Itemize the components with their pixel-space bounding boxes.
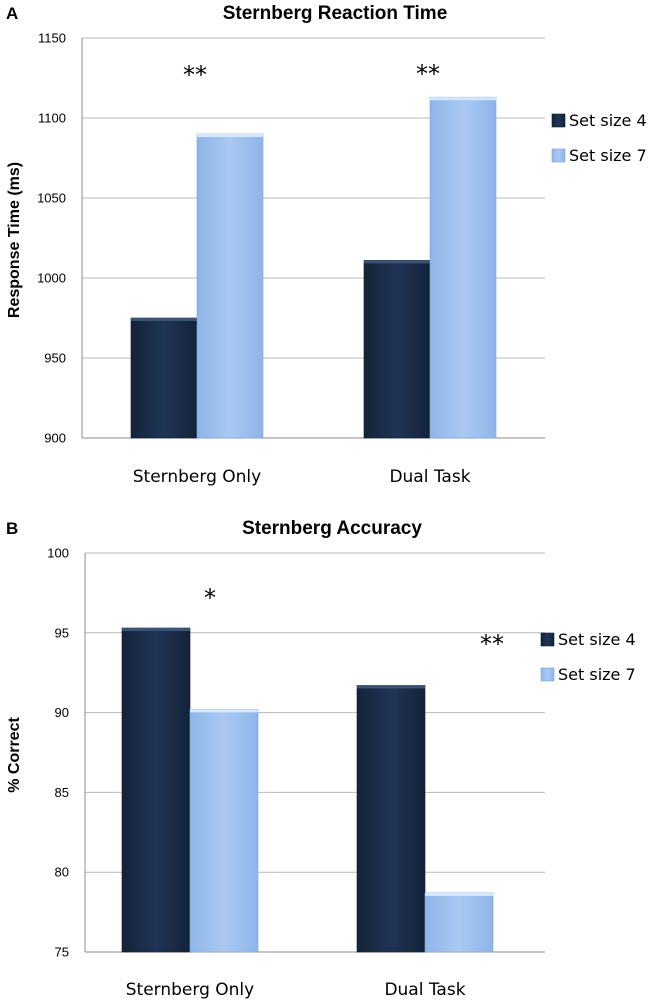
bar-set-size-7-sternberg-only bbox=[196, 133, 264, 439]
bar-set-size-4-dual-task bbox=[356, 685, 426, 953]
bar-top-bevel bbox=[425, 892, 493, 896]
chart-title: Sternberg Reaction Time bbox=[223, 3, 448, 24]
x-tick-label: Dual Task bbox=[389, 467, 470, 487]
bar-set-size-4-dual-task bbox=[363, 260, 431, 439]
y-axis-label: % Correct bbox=[6, 717, 23, 793]
y-tick-label: 75 bbox=[55, 945, 69, 960]
bar-top-bevel bbox=[197, 134, 263, 137]
bar-top-bevel bbox=[357, 685, 425, 689]
significance-marker: ** bbox=[183, 61, 207, 89]
legend-label: Set size 7 bbox=[569, 146, 647, 165]
legend-label: Set size 4 bbox=[569, 111, 647, 130]
legend-swatch bbox=[540, 667, 555, 682]
y-tick-label: 1100 bbox=[38, 111, 66, 126]
legend-swatch bbox=[540, 632, 555, 647]
chart-title: Sternberg Accuracy bbox=[242, 518, 422, 539]
bar-set-size-7-dual-task bbox=[429, 96, 497, 439]
bar-top-bevel bbox=[122, 628, 190, 632]
x-tick-label: Sternberg Only bbox=[126, 980, 254, 1000]
legend-swatch bbox=[551, 148, 566, 163]
significance-marker: * bbox=[204, 584, 216, 612]
reaction-time-chart: A Sternberg Reaction Time Response Time … bbox=[6, 3, 647, 487]
accuracy-chart: B Sternberg Accuracy % Correct 75 80 85 90 9… bbox=[6, 518, 636, 1000]
legend-label: Set size 7 bbox=[558, 665, 636, 684]
bar-set-size-4-sternberg-only bbox=[130, 317, 198, 439]
legend-label: Set size 4 bbox=[558, 630, 636, 649]
bar-top-bevel bbox=[430, 97, 496, 101]
y-tick-label: 1150 bbox=[38, 31, 66, 46]
panel-letter-a: A bbox=[6, 4, 18, 23]
x-tick-label: Sternberg Only bbox=[133, 467, 261, 487]
y-tick-label: 950 bbox=[44, 351, 66, 366]
y-tick-label: 1050 bbox=[37, 191, 66, 206]
legend-swatch bbox=[551, 113, 566, 128]
y-tick-label: 85 bbox=[55, 785, 69, 800]
bar-set-size-7-sternberg-only bbox=[189, 709, 259, 953]
y-axis-label: Response Time (ms) bbox=[6, 162, 23, 318]
y-tick-label: 1000 bbox=[37, 271, 66, 286]
bar-top-bevel bbox=[131, 318, 197, 321]
panel-letter-b: B bbox=[6, 519, 18, 538]
bar-set-size-7-dual-task bbox=[424, 892, 494, 953]
bar-top-bevel bbox=[364, 260, 430, 264]
y-tick-label: 900 bbox=[44, 431, 66, 446]
y-tick-label: 80 bbox=[55, 865, 69, 880]
bar-top-bevel bbox=[190, 709, 258, 713]
significance-marker: ** bbox=[416, 60, 440, 88]
y-tick-label: 100 bbox=[47, 546, 69, 561]
y-tick-label: 90 bbox=[55, 705, 69, 720]
y-tick-label: 95 bbox=[55, 625, 69, 640]
x-tick-label: Dual Task bbox=[384, 980, 465, 1000]
bar-set-size-4-sternberg-only bbox=[121, 627, 191, 953]
significance-marker: ** bbox=[480, 630, 504, 658]
